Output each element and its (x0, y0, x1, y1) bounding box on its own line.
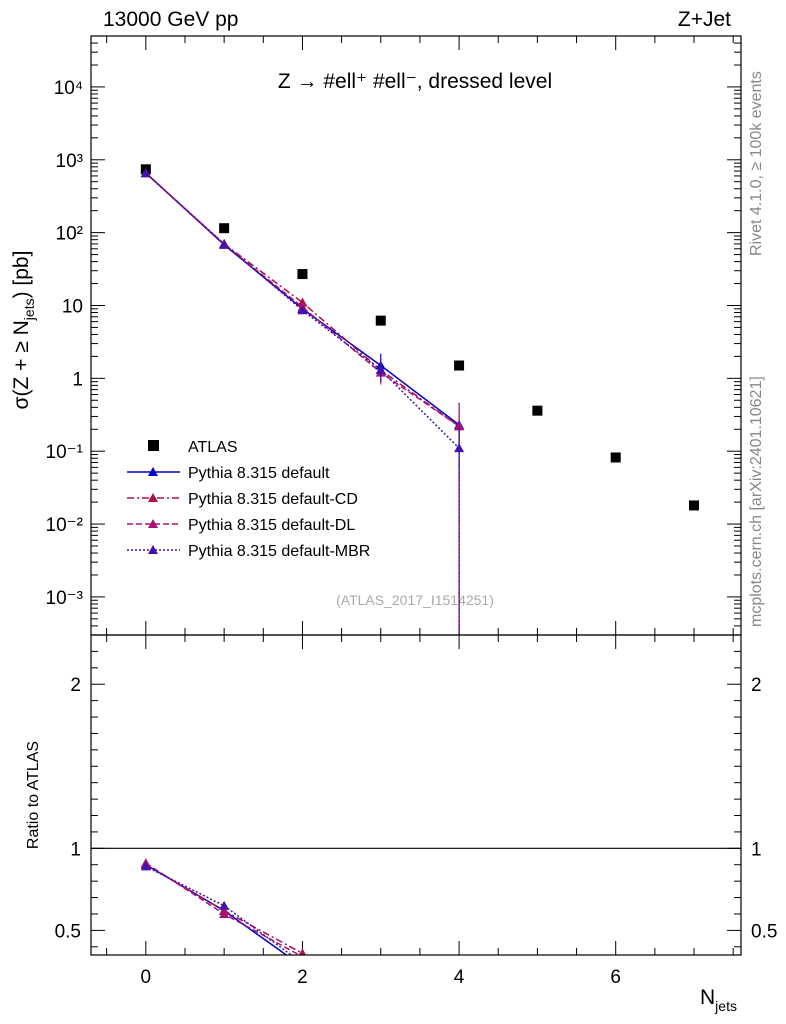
legend-label: Pythia 8.315 default (188, 465, 330, 482)
ratio-data-point (219, 900, 230, 910)
legend-marker (148, 493, 158, 502)
mc-data-point (297, 297, 308, 307)
y-tick-label: 10 (62, 296, 83, 317)
ratio-y-axis-title: Ratio to ATLAS (25, 741, 42, 849)
atlas-data-point (610, 452, 621, 463)
y-axis-title: σ(Z + ≥ Njets) [pb] (10, 251, 37, 410)
plot-title: Z → #ell⁺ #ell⁻, dressed level (278, 70, 552, 93)
y-tick-label: 10⁴ (54, 78, 83, 99)
y-tick-label: 10⁻² (46, 515, 84, 536)
axis-ticks: 0 2 4 6 10⁻³ 10⁻² 10⁻¹ 1 10 10² 10³ 10⁴ 0.5 0.5 1 1 2 2 (46, 35, 777, 988)
legend-label: Pythia 8.315 default-DL (188, 517, 355, 534)
ratio-data-point (297, 958, 307, 967)
ratio-data-point (300, 951, 305, 955)
y-tick-label: 10³ (56, 151, 83, 172)
x-tick-label: 4 (454, 967, 465, 988)
legend-marker (148, 467, 158, 476)
x-tick-label: 0 (141, 967, 152, 988)
legend-label: ATLAS (188, 439, 238, 456)
ratio-data-point (140, 861, 151, 871)
mcplots-side-label: mcplots.cern.ch [arXiv:2401.10621] (748, 376, 765, 627)
ratio-y-tick-label: 0.5 (55, 921, 81, 942)
y-tick-label: 10⁻¹ (46, 442, 84, 463)
ratio-y-tick-label-right: 0.5 (751, 921, 777, 942)
ratio-data-point (219, 908, 230, 918)
ratio-y-tick-label: 2 (70, 675, 81, 696)
legend-marker-atlas (148, 440, 159, 451)
atlas-data-point (297, 269, 308, 280)
mc-data-point (140, 168, 151, 178)
ratio-series (140, 858, 307, 967)
atlas-data-point (532, 405, 543, 416)
x-tick-label: 6 (610, 967, 621, 988)
legend-label: Pythia 8.315 default-CD (188, 491, 358, 508)
main-series-points (140, 164, 700, 511)
x-tick-label: 2 (297, 967, 308, 988)
ratio-y-tick-label-right: 1 (751, 839, 762, 860)
mc-data-point (454, 421, 465, 431)
y-tick-label: 10⁻³ (46, 588, 84, 609)
y-tick-label: 1 (72, 369, 83, 390)
energy-label: 13000 GeV pp (103, 8, 238, 31)
legend-marker (148, 545, 158, 554)
ratio-panel-frame (90, 634, 742, 956)
mc-series-line (145, 172, 460, 427)
atlas-data-point (689, 500, 700, 511)
ratio-series-line (145, 865, 293, 955)
x-axis-title: Njets (700, 986, 737, 1014)
atlas-data-point (375, 315, 386, 326)
atlas-data-point (219, 223, 230, 234)
atlas-data-point (454, 360, 465, 371)
legend-marker (148, 519, 158, 528)
analysis-id: (ATLAS_2017_I1514251) (336, 592, 494, 608)
mc-data-point (219, 238, 230, 248)
main-series-lines (145, 172, 460, 635)
legend: ATLAS Pythia 8.315 default Pythia 8.315 de… (127, 439, 370, 560)
ratio-y-tick-label: 1 (70, 839, 81, 860)
mc-data-point (375, 365, 386, 375)
process-label: Z+Jet (678, 8, 731, 31)
mc-data-point (454, 443, 465, 453)
mc-data-point (297, 305, 308, 315)
legend-label: Pythia 8.315 default-MBR (188, 543, 370, 560)
rivet-side-label: Rivet 4.1.0, ≥ 100k events (748, 71, 765, 256)
y-tick-label: 10² (56, 224, 83, 245)
ratio-y-tick-label-right: 2 (751, 675, 762, 696)
